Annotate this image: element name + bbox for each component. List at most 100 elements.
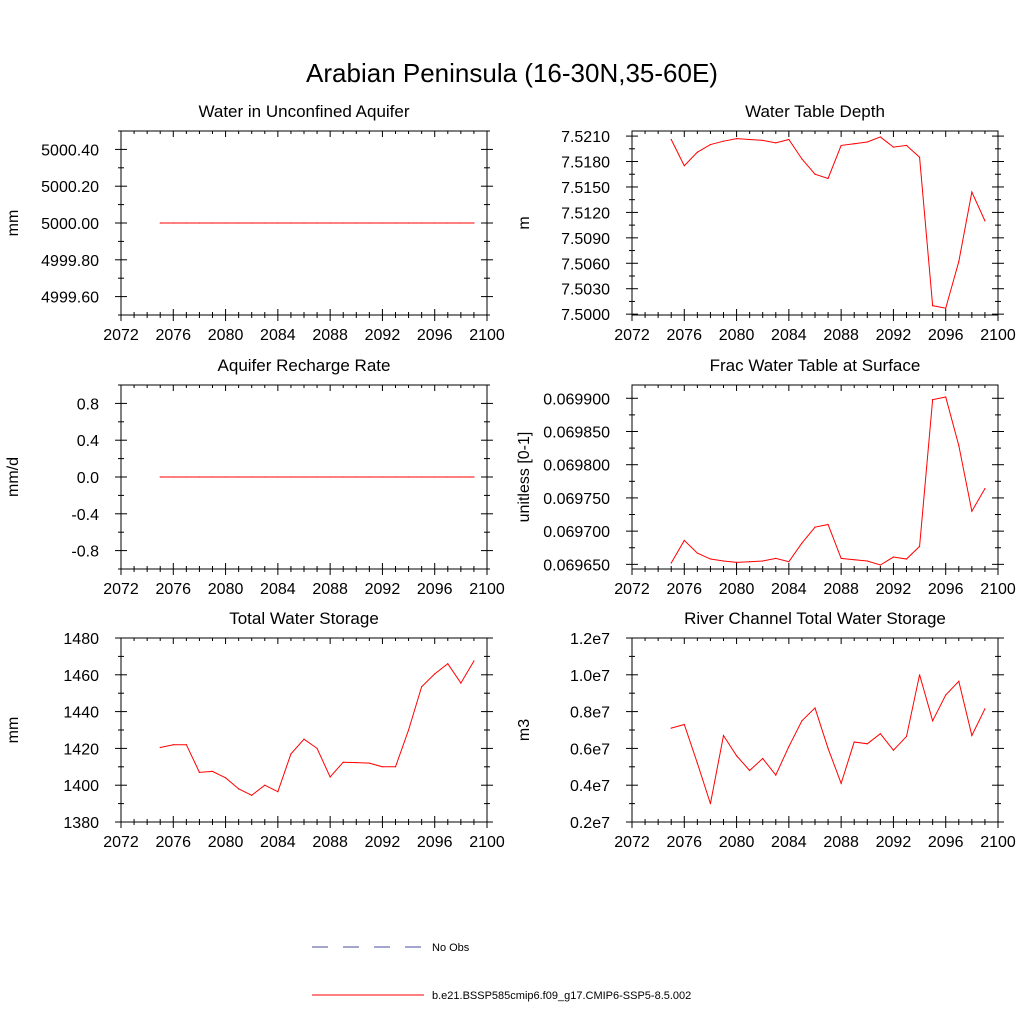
x-tick-label: 2080 [208, 834, 244, 851]
data-point [159, 222, 161, 224]
data-point [971, 191, 973, 193]
y-tick-label: 0.4e7 [570, 778, 610, 795]
data-point [251, 222, 253, 224]
x-tick-label: 2096 [417, 327, 453, 344]
series-line [160, 660, 475, 796]
x-tick-label: 2092 [876, 581, 912, 598]
y-tick-label: 1380 [63, 815, 99, 832]
legend-label: b.e21.BSSP585cmip6.f09_g17.CMIP6-SSP5-8.… [432, 990, 691, 1002]
data-point [198, 771, 201, 773]
y-axis-label: mm [5, 210, 22, 237]
y-tick-label: 0.2e7 [570, 815, 610, 832]
data-point [303, 476, 305, 478]
chart-river-channel-total-water-storage: River Channel Total Water Storage m3 2072 2… [516, 609, 1016, 851]
data-point [224, 777, 227, 779]
y-tick-label: 1.0e7 [570, 668, 610, 685]
data-point [407, 222, 410, 224]
y-axis-label: unitless [0-1] [516, 432, 533, 523]
data-point [172, 476, 174, 478]
chart-water-table-depth: Water Table Depth m 2072 2076 2080 2084 2088 20… [516, 102, 1016, 344]
chart-title: Water Table Depth [745, 102, 885, 121]
plot-frame [631, 130, 999, 316]
y-tick-label: 7.5000 [561, 307, 610, 324]
data-point [238, 788, 240, 790]
data-point [762, 560, 764, 562]
data-point [670, 138, 672, 141]
data-point [866, 141, 868, 143]
data-point [958, 444, 960, 447]
x-tick-label: 2092 [876, 834, 912, 851]
data-point [421, 476, 423, 478]
x-tick-label: 2076 [155, 327, 191, 344]
y-tick-label: 1480 [63, 631, 99, 648]
y-tick-label: 0.8e7 [570, 705, 610, 722]
data-point [277, 791, 279, 793]
data-point [971, 510, 973, 512]
data-point [945, 396, 947, 398]
data-point [749, 561, 751, 563]
y-tick-label: -0.4 [71, 507, 99, 524]
x-tick-label: 2072 [614, 581, 650, 598]
chart-title: River Channel Total Water Storage [684, 609, 946, 628]
data-point [224, 222, 227, 224]
data-point [801, 158, 803, 160]
data-point [211, 222, 214, 224]
data-point [984, 708, 986, 710]
x-tick-label: 2088 [312, 581, 348, 598]
chart-title: Aquifer Recharge Rate [218, 356, 391, 375]
data-point [801, 542, 803, 544]
data-point [460, 682, 462, 684]
y-tick-label: 5000.00 [41, 216, 99, 233]
data-point [945, 694, 947, 696]
data-point [827, 747, 829, 750]
panels-group: Water in Unconfined Aquifer mm 2072 2076 208… [5, 102, 1016, 851]
x-tick-label: 2096 [928, 581, 964, 598]
chart-total-water-storage: Total Water Storage mm 2072 2076 2080 2084 208… [5, 609, 505, 851]
legend-label: No Obs [432, 942, 470, 954]
data-point [172, 222, 174, 224]
legend-item: No Obs [312, 942, 470, 954]
x-tick-label: 2088 [312, 327, 348, 344]
data-point [355, 476, 357, 478]
data-point [709, 803, 712, 805]
x-tick-label: 2100 [469, 834, 505, 851]
data-point [251, 794, 253, 796]
data-point [434, 673, 436, 675]
y-axis-label: m3 [516, 719, 533, 741]
data-point [788, 138, 790, 141]
data-point [866, 560, 868, 562]
data-point [709, 558, 712, 560]
x-tick-label: 2076 [666, 327, 702, 344]
x-tick-label: 2088 [823, 581, 859, 598]
x-tick-label: 2100 [469, 581, 505, 598]
data-point [722, 734, 725, 737]
data-point [159, 476, 161, 478]
y-tick-label: 5000.20 [41, 179, 99, 196]
data-point [407, 729, 410, 731]
figure-title: Arabian Peninsula (16-30N,35-60E) [306, 58, 718, 88]
data-point [381, 222, 384, 224]
x-tick-label: 2076 [666, 834, 702, 851]
data-point [159, 746, 161, 749]
x-tick-label: 2076 [666, 581, 702, 598]
data-point [368, 762, 370, 764]
data-point [185, 222, 187, 224]
data-point [434, 476, 436, 478]
data-point [709, 143, 712, 146]
y-tick-label: 7.5120 [561, 205, 610, 222]
data-point [277, 476, 279, 478]
data-point [264, 476, 266, 478]
data-point [905, 735, 908, 738]
data-point [683, 165, 685, 167]
y-tick-label: 7.5150 [561, 180, 610, 197]
y-tick-label: 1460 [63, 668, 99, 685]
data-point [670, 562, 672, 564]
y-tick-label: 0.069800 [543, 458, 610, 475]
y-tick-label: 0.4 [77, 433, 99, 450]
y-tick-label: 5000.40 [41, 142, 99, 159]
legend-item: b.e21.BSSP585cmip6.f09_g17.CMIP6-SSP5-8.… [312, 990, 691, 1002]
x-tick-label: 2088 [823, 834, 859, 851]
series-line [671, 674, 986, 804]
series-line [670, 396, 986, 566]
